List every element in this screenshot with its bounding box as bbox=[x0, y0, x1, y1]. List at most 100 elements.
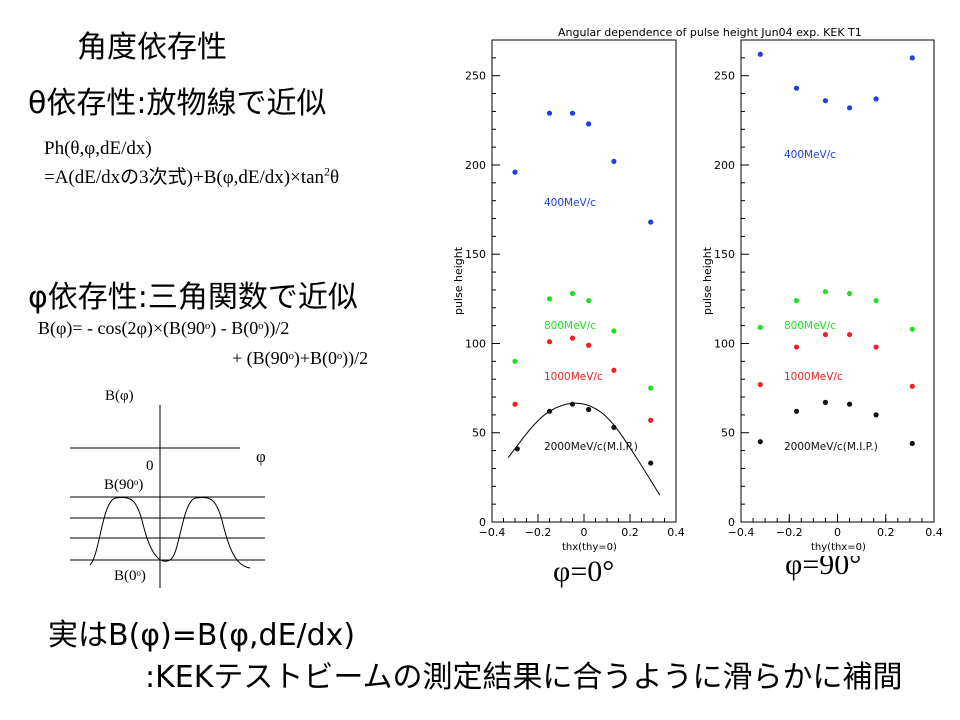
left-x-tick-label: −0.4 bbox=[479, 526, 506, 539]
left-point-2000 bbox=[569, 401, 576, 407]
b-formula-line2: + (B(90ᵒ)+B(0ᵒ))/2 bbox=[232, 348, 369, 368]
left-point-1000 bbox=[648, 417, 654, 423]
right-point-1000 bbox=[793, 344, 800, 350]
left-y-tick-label: 200 bbox=[465, 159, 486, 172]
conclusion-line2: :KEKテストビームの測定結果に合うように滑らかに補間 bbox=[145, 660, 903, 695]
right-point-800 bbox=[793, 298, 800, 304]
ph-formula-theta: θ bbox=[330, 167, 340, 188]
left-y-tick-label: 0 bbox=[479, 516, 486, 529]
right-point-2000 bbox=[793, 408, 800, 414]
right-point-1000 bbox=[822, 331, 829, 338]
right-x-axis-label: thy(thx=0) bbox=[811, 542, 866, 553]
right-point-1000 bbox=[873, 344, 879, 350]
right-series-label-2000: 2000MeV/c(M.I.P.) bbox=[784, 441, 878, 453]
left-point-400 bbox=[648, 219, 654, 225]
left-series-label-2000: 2000MeV/c(M.I.P.) bbox=[544, 441, 638, 453]
left-point-800 bbox=[569, 290, 576, 297]
left-series-label-800: 800MeV/c bbox=[544, 320, 596, 332]
left-y-tick-label: 150 bbox=[465, 248, 486, 261]
left-point-2000 bbox=[546, 408, 553, 414]
left-point-1000 bbox=[512, 401, 518, 407]
left-point-800 bbox=[546, 296, 553, 302]
figure-title: Angular dependence of pulse height Jun04… bbox=[558, 26, 862, 39]
left-point-400 bbox=[611, 158, 617, 164]
right-point-1000 bbox=[757, 381, 763, 388]
left-point-2000 bbox=[648, 460, 654, 466]
theta-dependence-heading: θ依存性:放物線で近似 bbox=[28, 86, 327, 121]
right-point-1000 bbox=[846, 331, 853, 338]
left-x-axis-label: thx(thy=0) bbox=[562, 542, 617, 553]
right-point-1000 bbox=[909, 383, 915, 389]
right-point-800 bbox=[757, 324, 763, 331]
right-x-tick-label: 0.4 bbox=[925, 526, 943, 539]
left-point-800 bbox=[648, 385, 654, 391]
right-point-400 bbox=[846, 105, 853, 111]
right-y-axis-label: pulse height bbox=[701, 246, 714, 315]
left-x-tick-label: 0.2 bbox=[621, 526, 639, 539]
left-x-tick-label: −0.2 bbox=[525, 526, 552, 539]
right-point-800 bbox=[822, 289, 829, 295]
figure-background bbox=[455, 20, 935, 556]
right-point-2000 bbox=[757, 439, 763, 445]
left-y-tick-label: 100 bbox=[465, 337, 486, 350]
left-y-tick-label: 50 bbox=[472, 427, 486, 440]
right-point-800 bbox=[873, 298, 879, 304]
left-panel: 0 50 100 150 200 250 −0.4 −0.2 0 0.2 0.4 pulse heig… bbox=[452, 39, 685, 553]
right-series-label-400: 400MeV/c bbox=[784, 149, 836, 161]
left-x-tick-label: 0 bbox=[581, 526, 588, 539]
left-point-1000 bbox=[546, 339, 553, 345]
right-point-2000 bbox=[873, 412, 879, 418]
left-y-tick-label: 250 bbox=[465, 70, 486, 83]
slide-title: 角度依存性 bbox=[77, 30, 227, 65]
phi-0-label: φ=0° bbox=[553, 555, 615, 588]
right-x-tick-label: 0 bbox=[834, 526, 841, 539]
right-x-tick-label: −0.2 bbox=[776, 526, 803, 539]
right-point-2000 bbox=[846, 401, 853, 407]
right-point-800 bbox=[846, 290, 853, 297]
right-y-tick-label: 150 bbox=[714, 248, 735, 261]
right-point-400 bbox=[757, 51, 763, 57]
right-series-label-1000: 1000MeV/c bbox=[784, 371, 843, 383]
right-point-400 bbox=[822, 98, 829, 104]
right-point-2000 bbox=[909, 440, 915, 447]
right-x-tick-label: 0.2 bbox=[877, 526, 895, 539]
left-series-label-400: 400MeV/c bbox=[544, 197, 596, 209]
left-point-2000 bbox=[611, 424, 617, 430]
left-point-1000 bbox=[586, 342, 592, 348]
right-point-400 bbox=[909, 55, 915, 61]
ph-formula-exponent: 2 bbox=[324, 164, 331, 179]
left-point-400 bbox=[569, 110, 576, 116]
ph-formula-line2: =A(dE/dxの3次式)+B(φ,dE/dx)×tan2θ bbox=[44, 162, 339, 189]
left-series-label-1000: 1000MeV/c bbox=[544, 371, 603, 383]
right-y-tick-label: 0 bbox=[728, 516, 735, 529]
left-point-400 bbox=[546, 110, 553, 116]
left-y-axis-label: pulse height bbox=[452, 246, 465, 315]
left-point-800 bbox=[611, 328, 617, 334]
phi-dependence-heading: φ依存性:三角関数で近似 bbox=[28, 280, 358, 315]
right-y-tick-label: 100 bbox=[714, 337, 735, 350]
left-point-400 bbox=[512, 169, 518, 175]
left-point-2000 bbox=[514, 446, 520, 452]
right-series-label-800: 800MeV/c bbox=[784, 320, 836, 332]
left-point-1000 bbox=[611, 367, 617, 373]
right-point-400 bbox=[793, 85, 800, 91]
right-y-tick-label: 50 bbox=[721, 427, 735, 440]
right-y-tick-label: 200 bbox=[714, 159, 735, 172]
right-x-tick-label: −0.4 bbox=[728, 526, 755, 539]
right-panel: 0 50 100 150 200 250 −0.4 −0.2 0 0.2 0.4 pulse heig… bbox=[701, 39, 943, 553]
b-formula-line1: B(φ)= - cos(2φ)×(B(90ᵒ) - B(0ᵒ))/2 bbox=[38, 318, 290, 338]
left-point-800 bbox=[586, 298, 592, 304]
ph-formula-main: =A(dE/dxの3次式)+B(φ,dE/dx)×tan bbox=[44, 167, 325, 188]
conclusion-line1: 実はB(φ)=B(φ,dE/dx) bbox=[48, 618, 356, 653]
left-point-800 bbox=[512, 358, 518, 364]
right-y-tick-label: 250 bbox=[714, 70, 735, 83]
right-point-800 bbox=[909, 326, 915, 332]
ph-formula-line1: Ph(θ,φ,dE/dx) bbox=[44, 138, 152, 159]
left-point-2000 bbox=[586, 406, 592, 413]
right-point-400 bbox=[873, 96, 879, 102]
left-point-1000 bbox=[569, 335, 576, 341]
left-point-400 bbox=[586, 121, 592, 127]
left-x-tick-label: 0.4 bbox=[667, 526, 685, 539]
right-point-2000 bbox=[822, 399, 829, 405]
